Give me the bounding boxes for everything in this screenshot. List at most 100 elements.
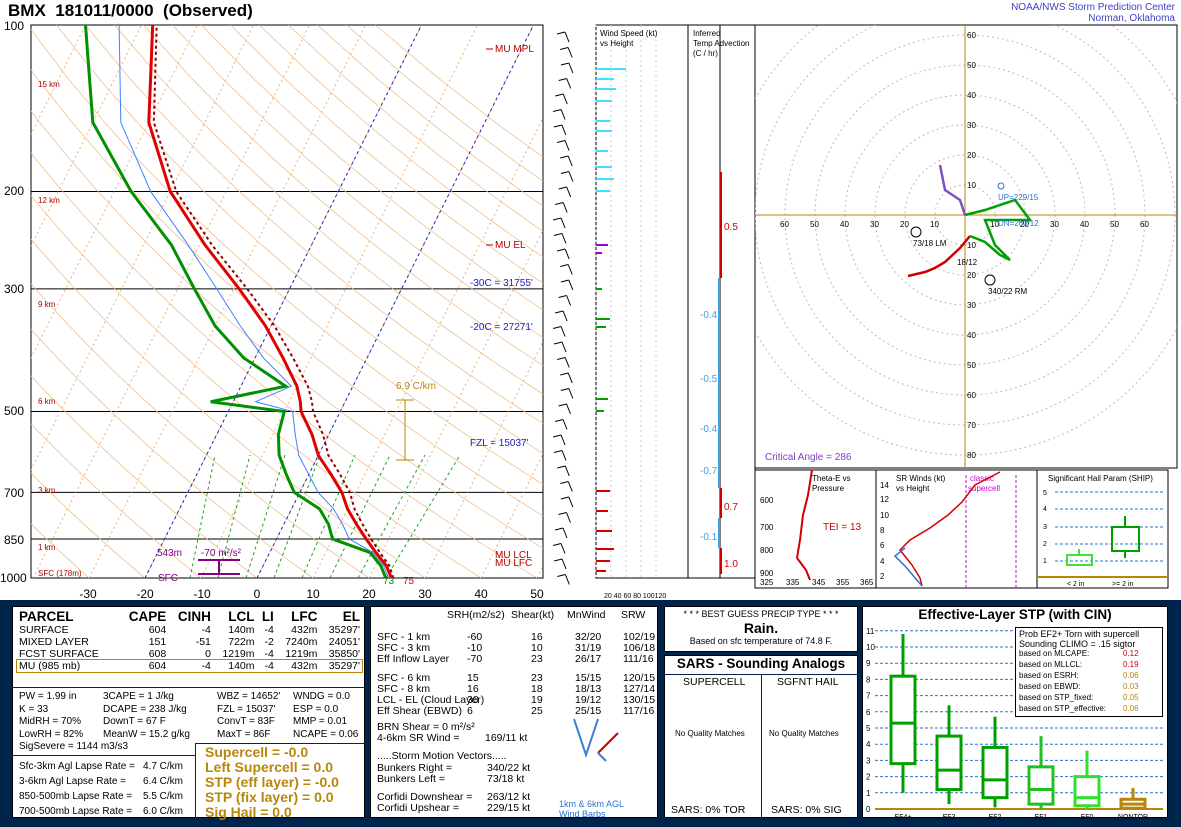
tadv-title3: (C / hr) <box>693 49 718 58</box>
composite-index: STP (fix layer) = 0.0 <box>205 789 334 805</box>
misc-param: MMP = 0.01 <box>293 716 348 727</box>
barb-flag <box>560 155 569 159</box>
barb-flag <box>552 326 562 329</box>
kin-cell: Shear(kt) <box>511 609 555 621</box>
dewpoint-trace <box>84 25 388 578</box>
ws-bar <box>596 88 616 90</box>
barb-flag <box>553 558 563 562</box>
barb-flag <box>560 481 569 484</box>
kin-cell: SFC - 3 km <box>377 642 431 654</box>
te-y: 600 <box>760 496 774 505</box>
barb-flag <box>552 543 562 546</box>
kin-cell: 6 <box>467 705 473 717</box>
barb-shaft <box>561 233 567 244</box>
stp-based-row: based on EBWD: 0.03 <box>1019 682 1139 691</box>
sigsevere: SigSevere = 1144 m3/s3 <box>19 741 129 752</box>
barb-flag <box>560 171 570 174</box>
kin-cell: 19 <box>531 694 543 706</box>
barb-flag <box>554 527 564 531</box>
ws-bar <box>596 178 614 180</box>
parcel-row: MIXED LAYER 151 -51 722m -2 7240m 24051' <box>19 636 360 648</box>
ship-y: 1 <box>1043 558 1047 565</box>
hodograph: 10 10 10 20 20 20 30 30 30 40 40 40 50 50 50 60 60 60 10 20… <box>755 25 1177 468</box>
hodo-xlabel: 40 <box>840 220 849 229</box>
kin-cell: -10 <box>467 642 483 654</box>
misc-param: LowRH = 82% <box>19 728 84 740</box>
sars-nm1: No Quality Matches <box>675 729 745 738</box>
barb-shaft <box>564 574 570 585</box>
tadv-val: -0.5 <box>700 374 718 385</box>
credit-line2: Norman, Oklahoma <box>1088 13 1175 24</box>
hodo-mean-label: 18/12 <box>957 258 978 267</box>
sr-title1: SR Winds (kt) <box>896 474 946 483</box>
barb-flag <box>553 124 563 128</box>
kin-cell: SFC - 6 km <box>377 672 431 684</box>
kin-cell: SFC - 1 km <box>377 631 431 643</box>
kinematic-box: SRH(m2/s2) Shear(kt) MnWind SRW SFC - 1 km -6… <box>370 606 658 819</box>
sars-sc: SUPERCELL <box>683 676 746 688</box>
barb-flag <box>560 496 569 500</box>
barb-flag <box>557 465 566 469</box>
hodo-xlabel: 30 <box>1050 220 1059 229</box>
barb-flag <box>558 403 567 407</box>
tadv-bar <box>718 278 720 488</box>
t-label: -10 <box>193 587 211 600</box>
barb-shaft <box>562 202 568 213</box>
stp-ytick: 2 <box>866 773 871 782</box>
stp-prob1: Prob EF2+ Torn with supercell <box>1019 629 1140 639</box>
isotherm <box>31 25 254 471</box>
barbs-note2: Wind Barbs <box>559 809 606 819</box>
tadv-bar <box>718 518 720 548</box>
tadv-val: -0.4 <box>700 310 718 321</box>
bottom-panel: PARCEL CAPE CINH LCL LI LFC EL SURFACE 604 -4 140… <box>0 600 1181 827</box>
barbs-note1: 1km & 6km AGL <box>559 799 625 809</box>
kin-cell: 102/19 <box>623 631 656 643</box>
hodo-ylabel: 30 <box>967 121 976 130</box>
parcel-row-mu: MU (985 mb) 604 -4 140m -4 432m 35297' <box>16 659 363 673</box>
wind-barbs <box>552 31 574 585</box>
dry-adiabat <box>31 110 543 549</box>
ws-bar <box>596 252 602 254</box>
rm-marker <box>984 274 996 286</box>
kin-cell: 15 <box>467 672 479 684</box>
dry-adiabat <box>31 423 202 578</box>
barb-shaft <box>560 217 566 229</box>
te-y: 800 <box>760 546 774 555</box>
barb-flag <box>560 279 569 283</box>
t-label: 0 <box>254 587 261 600</box>
ship-x1: < 2 in <box>1067 581 1084 588</box>
tadv-val: -0.7 <box>700 466 718 477</box>
kin-cell: -60 <box>467 631 483 643</box>
misc-param: FZL = 15037' <box>217 703 276 715</box>
composite-indices: Supercell = -0.0 Left Supercell = 0.0 STP … <box>205 745 339 820</box>
sars-title: SARS - Sounding Analogs <box>676 656 846 671</box>
hodo-ylabel: 10 <box>967 241 976 250</box>
kin-cell: SRH(m2/s2) <box>447 609 505 621</box>
composite-index: Left Supercell = 0.0 <box>205 759 333 775</box>
stp-ytick: 8 <box>866 675 871 684</box>
dry-adiabat <box>143 25 543 366</box>
kin-cell: 10 <box>531 642 543 654</box>
m70-label: -70 m²/s² <box>201 548 242 559</box>
ws-bar <box>596 530 612 532</box>
stp-based: based on MLCAPE: 0.12 based on MLLCL: 0.19 b… <box>1019 649 1159 715</box>
h-label-12: 12 km <box>38 196 60 205</box>
misc-param: WNDG = 0.0 <box>293 691 350 702</box>
kin-cell: 130/15 <box>623 694 656 706</box>
h-label-sfc: SFC (178m) <box>38 569 82 578</box>
barb-flag <box>553 341 563 345</box>
skewt-chart: 100 200 300 500 700 850 1000 15 km 12 km… <box>0 19 1178 600</box>
barb-shaft <box>567 481 573 492</box>
hodo-ylabel: 70 <box>967 421 976 430</box>
te-y: 900 <box>760 569 774 578</box>
barb-shaft <box>566 295 572 306</box>
barb-flag <box>560 264 569 267</box>
wetbulb-trace <box>118 25 390 578</box>
up-marker <box>997 182 1005 190</box>
barb-shaft <box>564 357 570 368</box>
dry-adiabat <box>31 69 543 517</box>
tei-label: TEI = 13 <box>823 522 862 533</box>
barb-shaft <box>560 109 566 120</box>
skewt-traces <box>84 25 395 578</box>
sars-hail: SGFNT HAIL <box>777 676 839 688</box>
